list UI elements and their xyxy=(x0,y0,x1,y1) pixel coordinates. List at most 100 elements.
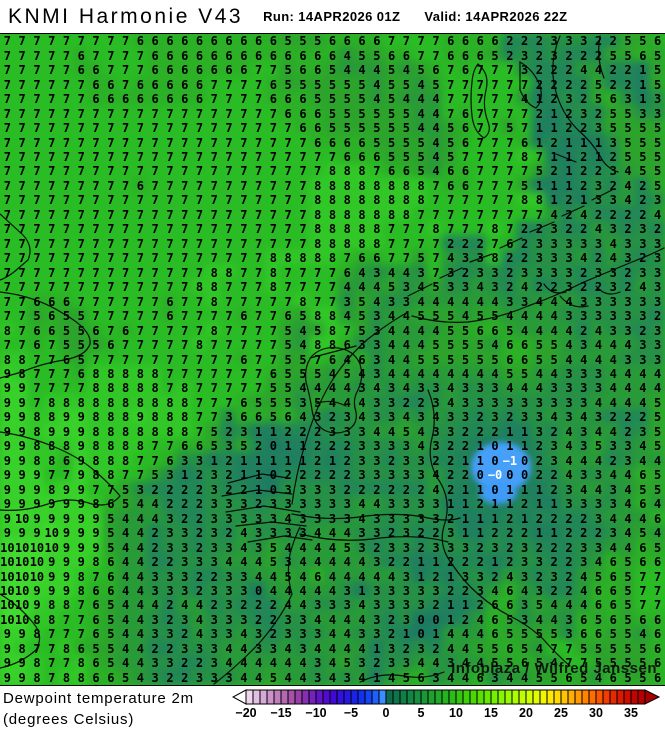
grid-value: 6 xyxy=(462,137,469,149)
grid-value: 3 xyxy=(521,542,528,554)
grid-value: 7 xyxy=(299,223,306,235)
field-cell xyxy=(264,34,283,50)
grid-value: 6 xyxy=(240,411,247,423)
grid-value: 3 xyxy=(610,484,617,496)
grid-value: 4 xyxy=(432,165,439,177)
grid-value: 3 xyxy=(166,657,173,669)
grid-value: 3 xyxy=(299,628,306,640)
grid-value: 4 xyxy=(344,281,351,293)
grid-value: 2 xyxy=(536,571,543,583)
grid-value: 1 xyxy=(477,440,484,452)
grid-value: 4 xyxy=(329,368,336,380)
grid-value: 4 xyxy=(403,64,410,76)
grid-value: 7 xyxy=(491,165,498,177)
grid-value: 9 xyxy=(63,571,70,583)
grid-value: 3 xyxy=(432,426,439,438)
field-cell xyxy=(116,46,135,65)
grid-value: 3 xyxy=(211,469,218,481)
grid-value: 2 xyxy=(595,35,602,47)
grid-value: 7 xyxy=(4,64,11,76)
grid-value: 2 xyxy=(536,223,543,235)
grid-value: 2 xyxy=(610,64,617,76)
grid-value: 4 xyxy=(654,209,661,221)
grid-value: 7 xyxy=(240,108,247,120)
grid-value: 8 xyxy=(33,672,40,684)
grid-value: 2 xyxy=(447,556,454,568)
grid-value: 2 xyxy=(654,223,661,235)
grid-value: 7 xyxy=(196,165,203,177)
grid-value: 4 xyxy=(299,672,306,684)
grid-value: 3 xyxy=(329,513,336,525)
grid-value: 3 xyxy=(580,382,587,394)
grid-value: 6 xyxy=(166,455,173,467)
grid-value: 4 xyxy=(122,542,129,554)
grid-value: 2 xyxy=(388,527,395,539)
grid-value: 6 xyxy=(285,108,292,120)
grid-value: 10 xyxy=(15,585,29,597)
grid-value: 2 xyxy=(181,628,188,640)
grid-value: 7 xyxy=(92,137,99,149)
grid-value: 4 xyxy=(358,513,365,525)
grid-value: 1 xyxy=(506,484,513,496)
grid-value: 6 xyxy=(92,585,99,597)
grid-value: 4 xyxy=(447,368,454,380)
grid-value: 5 xyxy=(270,672,277,684)
grid-value: 2 xyxy=(565,223,572,235)
grid-value: 7 xyxy=(4,79,11,91)
grid-value: 5 xyxy=(418,151,425,163)
grid-value: 5 xyxy=(654,165,661,177)
grid-value: 7 xyxy=(92,571,99,583)
grid-value: 2 xyxy=(580,93,587,105)
field-cell xyxy=(175,34,194,50)
colorbar-cell xyxy=(399,689,408,705)
grid-value: 4 xyxy=(225,657,232,669)
grid-value: 6 xyxy=(152,93,159,105)
grid-value: 4 xyxy=(536,614,543,626)
grid-value: 7 xyxy=(166,151,173,163)
grid-value: 5 xyxy=(314,35,321,47)
grid-value: 7 xyxy=(122,252,129,264)
grid-value: 8 xyxy=(314,209,321,221)
grid-value: 4 xyxy=(388,325,395,337)
grid-value: 7 xyxy=(152,165,159,177)
grid-value: 5 xyxy=(388,122,395,134)
grid-value: 1 xyxy=(447,498,454,510)
grid-value: 8 xyxy=(270,267,277,279)
field-cell xyxy=(249,46,268,65)
grid-value: 1 xyxy=(565,151,572,163)
grid-value: 5 xyxy=(432,339,439,351)
grid-value: 3 xyxy=(270,513,277,525)
grid-value: 6 xyxy=(166,310,173,322)
grid-value: 2 xyxy=(240,599,247,611)
grid-value: 3 xyxy=(403,296,410,308)
colorbar-cell xyxy=(308,689,317,705)
grid-value: 10 xyxy=(30,556,44,568)
grid-value: 7 xyxy=(63,614,70,626)
grid-value: 4 xyxy=(358,571,365,583)
grid-value: 5 xyxy=(33,310,40,322)
field-cell xyxy=(427,46,445,65)
grid-value: 7 xyxy=(314,267,321,279)
grid-value: 7 xyxy=(33,122,40,134)
colorbar-cell xyxy=(518,689,527,705)
grid-value: 7 xyxy=(196,180,203,192)
grid-value: 8 xyxy=(225,267,232,279)
grid-value: 7 xyxy=(506,180,513,192)
field-cell xyxy=(604,34,623,50)
grid-value: 7 xyxy=(255,165,262,177)
grid-value: 7 xyxy=(63,223,70,235)
field-cell xyxy=(500,46,519,65)
grid-value: 7 xyxy=(48,108,55,120)
grid-value: 3 xyxy=(166,628,173,640)
grid-value: 7 xyxy=(196,108,203,120)
grid-value: 9 xyxy=(33,585,40,597)
grid-value: 7 xyxy=(107,296,114,308)
grid-value: 7 xyxy=(63,108,70,120)
grid-value: 5 xyxy=(329,64,336,76)
grid-value: 3 xyxy=(211,498,218,510)
grid-value: 4 xyxy=(299,585,306,597)
grid-value: 8 xyxy=(358,223,365,235)
grid-value: 3 xyxy=(166,513,173,525)
grid-value: 8 xyxy=(19,354,26,366)
grid-value: 6 xyxy=(314,50,321,62)
